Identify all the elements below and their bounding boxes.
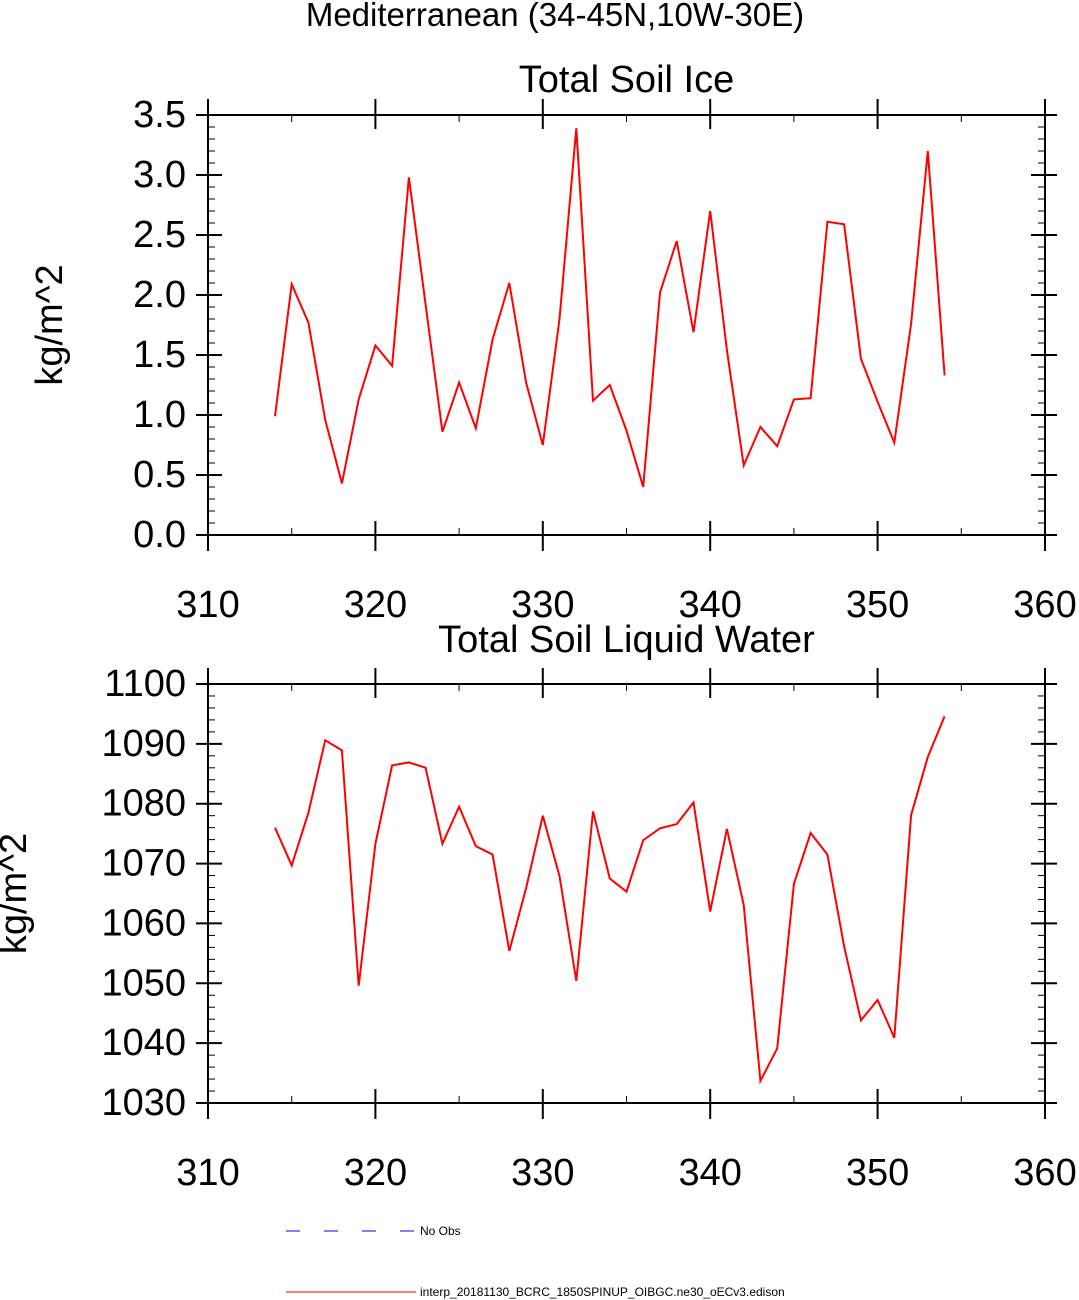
soil-ice-y-axis-label: kg/m^2 xyxy=(29,264,71,385)
soil-liquid-x-tick-label: 340 xyxy=(678,1152,741,1194)
soil-ice-panel: Total Soil Ice kg/m^2 0.0 0.5 1.0 1.5 2.0 2.5 3.… xyxy=(29,59,1077,626)
soil-ice-y-tick-label: 0.5 xyxy=(133,454,186,496)
figure-title: Mediterranean (34-45N,10W-30E) xyxy=(305,0,805,33)
soil-ice-title: Total Soil Ice xyxy=(519,59,734,101)
soil-liquid-y-tick-label: 1080 xyxy=(101,783,186,825)
soil-ice-x-tick-label: 360 xyxy=(1013,584,1076,626)
soil-liquid-water-panel: Total Soil Liquid Water kg/m^2 1030 1040 105… xyxy=(0,619,1077,1194)
soil-liquid-y-tick-label: 1040 xyxy=(101,1022,186,1064)
soil-liquid-title: Total Soil Liquid Water xyxy=(438,619,815,661)
soil-liquid-y-tick-label: 1060 xyxy=(101,902,186,944)
soil-liquid-y-tick-label: 1070 xyxy=(101,843,186,885)
soil-ice-y-tick-label: 2.5 xyxy=(133,214,186,256)
soil-liquid-x-tick-label: 310 xyxy=(176,1152,239,1194)
soil-liquid-x-tick-label: 320 xyxy=(344,1152,407,1194)
soil-ice-y-tick-label: 3.5 xyxy=(133,94,186,136)
soil-liquid-x-tick-label: 330 xyxy=(511,1152,574,1194)
soil-liquid-plot-frame xyxy=(207,683,1046,1104)
soil-ice-plot-frame xyxy=(207,114,1046,536)
soil-ice-y-tick-label: 0.0 xyxy=(133,514,186,556)
soil-liquid-y-tick-label: 1050 xyxy=(101,962,186,1004)
soil-ice-x-tick-label: 340 xyxy=(678,584,741,626)
soil-ice-y-tick-label: 1.5 xyxy=(133,334,186,376)
soil-ice-y-tick-label: 2.0 xyxy=(133,274,186,316)
soil-liquid-series-line xyxy=(274,715,946,1085)
soil-liquid-x-tick-label: 350 xyxy=(846,1152,909,1194)
soil-ice-x-tick-label: 350 xyxy=(846,584,909,626)
soil-liquid-y-tick-label: 1100 xyxy=(104,663,186,705)
soil-liquid-x-tick-label: 360 xyxy=(1013,1152,1076,1194)
soil-ice-y-tick-label: 3.0 xyxy=(133,154,186,196)
soil-liquid-y-tick-label: 1090 xyxy=(101,723,186,765)
legend: No Obs interp_20181130_BCRC_1850SPINUP_OI… xyxy=(286,1224,785,1299)
soil-ice-x-tick-label: 330 xyxy=(511,584,574,626)
legend-label-model: interp_20181130_BCRC_1850SPINUP_OIBGC.ne… xyxy=(420,1285,785,1299)
soil-ice-y-tick-label: 1.0 xyxy=(133,394,186,436)
soil-liquid-y-tick-label: 1030 xyxy=(101,1082,186,1124)
soil-ice-x-tick-label: 320 xyxy=(344,584,407,626)
soil-ice-x-tick-label: 310 xyxy=(176,584,239,626)
legend-label-no-obs: No Obs xyxy=(420,1224,461,1238)
soil-ice-series-line xyxy=(274,128,946,488)
soil-liquid-y-axis-label: kg/m^2 xyxy=(0,833,35,954)
